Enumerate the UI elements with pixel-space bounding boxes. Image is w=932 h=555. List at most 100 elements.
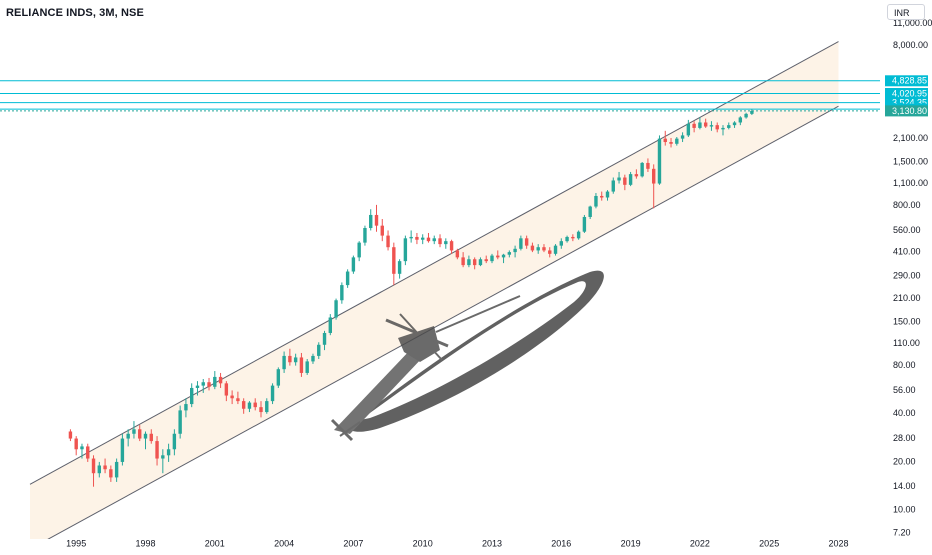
candle-body [738, 117, 743, 123]
candle-body [496, 255, 500, 258]
candle-body [628, 174, 633, 185]
candle-body [698, 122, 702, 128]
candle-body [374, 214, 379, 226]
y-tick-label: 410.00 [893, 246, 921, 256]
candle-body [432, 238, 436, 242]
candle-body [721, 127, 725, 130]
x-tick-label: 2013 [482, 538, 502, 548]
candle-body [571, 236, 575, 239]
y-tick-label: 10.00 [893, 504, 916, 514]
candle-body [172, 433, 177, 450]
candle-body [334, 300, 338, 318]
x-tick-label: 2028 [828, 538, 848, 548]
candle-body [299, 357, 304, 373]
candle-body [97, 465, 101, 474]
price-axis-labels: 4,828.854,020.953,524.353,210.903,130.80 [885, 75, 928, 117]
candle-body [605, 191, 610, 198]
candle-body [161, 455, 165, 459]
candle-body [576, 231, 581, 239]
y-tick-label: 20.00 [893, 456, 916, 466]
candle-body [524, 238, 529, 246]
candle-body [91, 458, 96, 474]
x-tick-label: 2019 [621, 538, 641, 548]
candle-body [692, 123, 696, 128]
candle-body [582, 216, 587, 232]
candle-body [565, 236, 569, 242]
y-tick-label: 11,000.00 [893, 18, 932, 28]
x-tick-label: 2004 [274, 538, 294, 548]
x-tick-label: 2022 [690, 538, 710, 548]
channel-upper-line[interactable] [29, 41, 839, 485]
candle-body [669, 142, 673, 144]
candle-body [617, 177, 621, 181]
x-tick-label: 2010 [413, 538, 433, 548]
candle-body [218, 376, 223, 384]
candle-body [426, 237, 431, 242]
candle-body [149, 433, 153, 442]
candle-body [686, 123, 691, 136]
candle-body [201, 382, 205, 386]
currency-button[interactable]: INR [887, 4, 925, 20]
candle-body [501, 254, 506, 258]
candle-body [340, 285, 344, 301]
candle-body [403, 238, 408, 262]
watermark-logo-icon [330, 270, 604, 442]
candle-body [109, 469, 113, 478]
candle-body [259, 407, 263, 413]
y-tick-label: 28.00 [893, 433, 916, 443]
candle-body [472, 259, 477, 266]
candle-body [646, 162, 650, 169]
candle-body [247, 402, 252, 409]
candle-body [392, 247, 396, 274]
candle-body [224, 383, 229, 396]
time-axis-bg [0, 539, 880, 550]
candle-body [444, 241, 448, 245]
candle-body [143, 433, 148, 439]
candle-body [703, 122, 708, 127]
candle-body [80, 446, 84, 450]
candle-body [74, 438, 78, 450]
time-axis[interactable]: 1995 1998 2001 2004 2007 2010 2013 2016 2019 2022… [0, 538, 880, 550]
candle-body [213, 376, 217, 387]
candle-body [288, 355, 292, 363]
candle-body [536, 247, 540, 251]
candle-body [166, 449, 171, 456]
candle-body [276, 369, 281, 386]
candle-body [351, 257, 356, 272]
candle-body [530, 245, 535, 251]
candle-body [559, 241, 563, 246]
candle-body [132, 429, 136, 434]
candle-body [103, 465, 107, 470]
y-tick-label: 800.00 [893, 200, 921, 210]
candle-body [386, 235, 390, 248]
candle-body [657, 138, 662, 184]
candle-body [727, 125, 731, 128]
horizontal-levels [0, 80, 880, 112]
y-tick-label: 8,000.00 [893, 40, 928, 50]
candle-body [126, 433, 130, 439]
candle-body [86, 446, 90, 459]
candle-body [663, 138, 667, 143]
candle-body [138, 429, 142, 439]
candle-body [207, 382, 211, 387]
candle-body [675, 138, 679, 144]
candle-body [195, 385, 200, 388]
candle-body [178, 410, 182, 434]
candle-body [357, 242, 361, 258]
x-tick-label: 2025 [759, 538, 779, 548]
candle-body [594, 195, 598, 207]
candle-body [623, 177, 627, 185]
level-price-tag [885, 75, 928, 87]
candle-body [467, 259, 471, 266]
candle-body [588, 206, 592, 217]
x-tick-label: 1995 [66, 538, 86, 548]
level-price-tag [885, 97, 928, 109]
candle-body [190, 387, 194, 405]
x-tick-label: 2001 [205, 538, 225, 548]
candle-body [600, 195, 604, 198]
parallel-channel[interactable] [29, 41, 839, 550]
symbol-title[interactable]: RELIANCE INDS, 3M, NSE [6, 7, 144, 19]
y-tick-label: 150.00 [893, 316, 921, 326]
